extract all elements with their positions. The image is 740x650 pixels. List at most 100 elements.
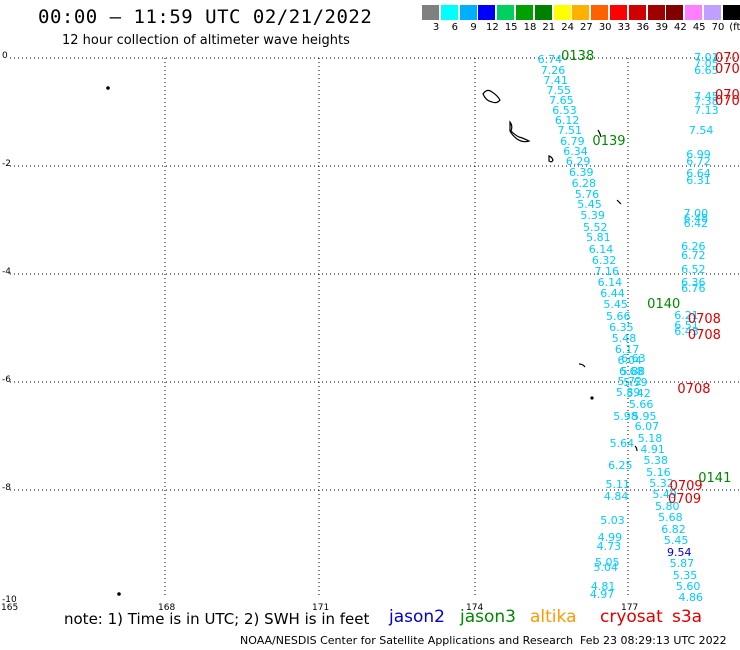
longitude-label: 174 (466, 603, 484, 613)
latitude-label: -8 (2, 483, 11, 493)
wave-height-value: 5.45 (603, 298, 628, 312)
wave-height-value: 6.42 (683, 216, 709, 230)
color-scale-label: 27 (580, 22, 593, 33)
color-swatch (478, 5, 496, 20)
pass-time-label: 070 (714, 87, 740, 103)
wave-height-value: 6.39 (568, 166, 594, 180)
longitude-label: 177 (621, 603, 639, 613)
color-swatch (666, 5, 684, 20)
wave-height-value: 5.66 (628, 398, 654, 412)
wave-height-value: 7.00 (683, 206, 709, 220)
wave-height-value: 6.64 (686, 167, 711, 181)
wave-height-value: 5.66 (605, 309, 631, 323)
wave-height-value: 5.87 (669, 556, 695, 570)
wave-height-value: 7.55 (546, 83, 572, 97)
wave-height-value: 5.95 (632, 409, 657, 423)
page-title: 00:00 — 11:59 UTC 02/21/2022 (38, 6, 373, 28)
latitude-label: 0 (2, 51, 8, 61)
color-swatch (440, 5, 458, 20)
wave-height-value: 6.32 (591, 253, 617, 267)
wave-height-value: 6.12 (554, 114, 580, 128)
latitude-label: -2 (2, 159, 11, 169)
island-dot (106, 86, 110, 90)
island-outlines (106, 86, 638, 596)
pass-time-label: 0708 (687, 328, 721, 344)
wave-height-value: 6.52 (681, 262, 706, 276)
wave-height-value: 4.86 (678, 591, 703, 604)
color-scale-label: 21 (542, 22, 556, 33)
wave-height-value: 5.45 (663, 534, 689, 548)
color-scale-label: 39 (655, 22, 668, 33)
footnote: note: 1) Time is in UTC; 2) SWH is in fe… (64, 610, 370, 628)
wave-height-value: 4.84 (603, 490, 629, 504)
wave-height-value: 7.45 (694, 89, 719, 103)
color-scale-label: 12 (486, 22, 499, 33)
wave-height-value: 5.88 (620, 365, 646, 379)
wave-height-value: 5.05 (595, 555, 620, 569)
latitude-label: -4 (2, 267, 11, 277)
wave-height-value: 5.16 (646, 465, 671, 479)
wave-height-value: 6.28 (571, 176, 597, 190)
wave-height-value: 5.39 (580, 209, 605, 223)
wave-height-value: 6.25 (608, 458, 633, 472)
wave-height-value: 4.73 (596, 539, 622, 553)
longitude-label: 165 (1, 603, 19, 613)
wave-height-value: 6.65 (694, 63, 719, 77)
wave-height-value: 5.48 (611, 331, 637, 345)
wave-height-value: 6.21 (674, 308, 699, 322)
wave-height-value: 6.82 (661, 522, 686, 536)
island-shape (578, 363, 586, 368)
wave-height-value: 7.51 (557, 123, 582, 137)
wave-height-value: 6.72 (686, 154, 711, 168)
wave-height-value: 5.76 (574, 187, 600, 201)
color-swatch (553, 5, 571, 20)
island-shape (482, 89, 501, 104)
wave-height-value: 5.59 (623, 376, 648, 390)
pass-time-label: 0138 (561, 48, 595, 64)
legend-jason3: jason3 (460, 607, 516, 627)
wave-height-value: 5.38 (643, 454, 669, 468)
wave-height-value: 7.01 (694, 51, 719, 64)
wave-height-value: 6.26 (681, 240, 706, 253)
wave-height-value: 7.54 (688, 123, 714, 137)
page-subtitle: 12 hour collection of altimeter wave hei… (62, 33, 350, 48)
wave-height-value: 5.35 (672, 568, 698, 582)
wave-height-value: 6.74 (537, 53, 563, 67)
wave-height-value: 6.48 (683, 211, 709, 225)
wave-height-value: 6.43 (674, 324, 699, 338)
wave-height-value: 5.60 (675, 580, 701, 594)
wave-height-value: 5.42 (626, 387, 651, 401)
color-scale-label: 3 (432, 22, 440, 33)
timestamp-text: Feb 23 08:29:13 UTC 2022 (580, 634, 727, 647)
wave-height-value: 5.98 (613, 410, 638, 424)
map-grid (10, 57, 740, 598)
pass-time-label: 0708 (687, 311, 721, 327)
legend-jason2: jason2 (389, 607, 445, 627)
credit-text: NOAA/NESDIS Center for Satellite Applica… (240, 634, 574, 647)
island-shape (548, 155, 554, 163)
wave-height-value: 5.18 (637, 431, 663, 445)
island-dot (590, 396, 594, 400)
color-scale-label: (ft) (729, 22, 740, 33)
wave-height-value: 5.32 (649, 477, 674, 491)
wave-height-value: 6.31 (686, 173, 711, 187)
wave-height-value: 6.72 (681, 248, 706, 262)
wave-height-value: 7.41 (543, 73, 568, 87)
wave-height-value: 5.52 (583, 220, 608, 234)
color-scale-label: 30 (598, 22, 612, 33)
color-swatch (422, 5, 439, 20)
pass-time-label: 0139 (592, 134, 626, 150)
wave-height-value: 5.72 (617, 375, 642, 388)
color-swatch (647, 5, 665, 20)
wave-height-value: 7.16 (594, 264, 620, 278)
wave-height-value: 5.45 (577, 198, 602, 212)
color-swatch (722, 5, 740, 20)
color-swatch (685, 5, 703, 20)
legend-s3a: s3a (672, 607, 703, 627)
wave-height-value: 7.65 (549, 93, 574, 107)
pass-time-label: 0708 (677, 382, 711, 398)
wave-height-value: 7.26 (540, 63, 566, 77)
wave-height-value: 4.91 (640, 443, 665, 457)
wave-height-value: 9.54 (666, 545, 692, 559)
wave-height-value: 6.17 (614, 343, 640, 357)
